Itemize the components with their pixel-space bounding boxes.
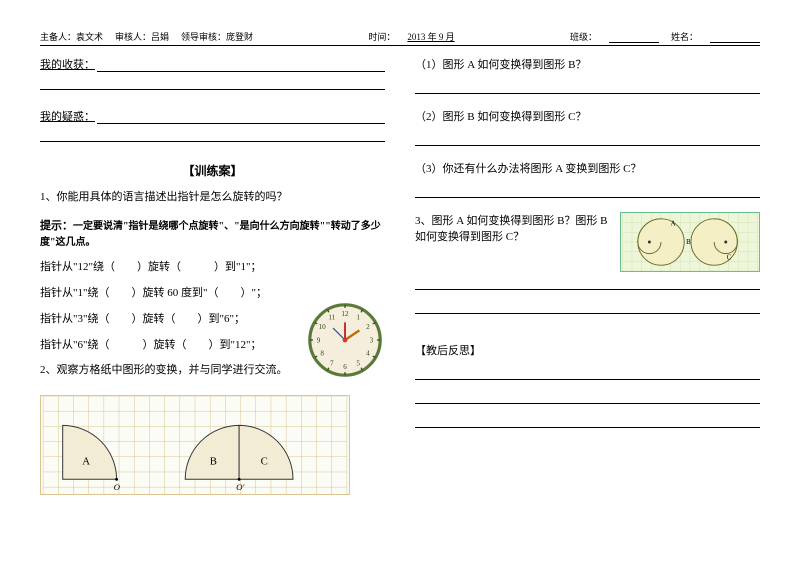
section-title: 【训练案】	[40, 162, 385, 179]
svg-text:B: B	[210, 456, 217, 468]
reflect-input-2[interactable]	[415, 390, 760, 404]
svg-text:5: 5	[356, 359, 360, 367]
right-q3-input[interactable]	[415, 184, 760, 198]
reflect-title: 【教后反思】	[415, 342, 760, 358]
svg-text:C: C	[261, 456, 268, 468]
pointer-line-1: 指针从"12"绕（ ）旋转（ ）到"1"；	[40, 258, 385, 274]
right-q3: （3）你还有什么办法将图形 A 变换到图形 C？	[415, 160, 760, 176]
svg-text:10: 10	[319, 323, 327, 331]
svg-text:O: O	[114, 482, 121, 492]
svg-text:O′: O′	[236, 482, 245, 492]
gain-input[interactable]	[97, 60, 385, 72]
header-time-value: 2013 年 9 月	[407, 30, 454, 43]
gain-input-2[interactable]	[40, 76, 385, 90]
clock-image: 121234567891011	[305, 300, 385, 380]
svg-text:12: 12	[341, 310, 349, 318]
doubt-input[interactable]	[97, 112, 385, 124]
right-q4-input-1[interactable]	[415, 276, 760, 290]
svg-text:7: 7	[330, 359, 334, 367]
svg-text:6: 6	[343, 362, 347, 370]
svg-text:11: 11	[328, 313, 335, 321]
svg-text:3: 3	[370, 336, 374, 344]
pointer-line-2: 指针从"1"绕（ ）旋转 60 度到"（ ）"；	[40, 284, 385, 300]
right-q2-input[interactable]	[415, 132, 760, 146]
svg-text:A: A	[671, 221, 676, 228]
right-q2: （2）图形 B 如何变换得到图形 C？	[415, 108, 760, 124]
svg-text:2: 2	[366, 323, 370, 331]
spiral-image: A B C	[620, 212, 760, 272]
svg-text:4: 4	[366, 349, 370, 357]
svg-text:A: A	[82, 456, 90, 468]
header-prepared: 主备人：袁文术	[40, 30, 103, 43]
svg-text:1: 1	[356, 313, 360, 321]
reflect-input-3[interactable]	[415, 414, 760, 428]
hint: 提示：一定要说清"指针是绕哪个点旋转"、"是向什么方向旋转""转动了多少度"这几…	[40, 217, 385, 248]
svg-text:C: C	[727, 254, 732, 261]
right-q1: （1）图形 A 如何变换得到图形 B？	[415, 56, 760, 72]
header-name-label: 姓名：	[671, 30, 698, 43]
doubt-input-2[interactable]	[40, 128, 385, 142]
right-q4-input-2[interactable]	[415, 300, 760, 314]
grid-shapes-image: A B C O O′	[40, 395, 350, 495]
question-1: 1、你能用具体的语言描述出指针是怎么旋转的吗？	[40, 189, 385, 207]
hint-text: 一定要说清"指针是绕哪个点旋转"、"是向什么方向旋转""转动了多少度"这几点。	[40, 221, 381, 248]
gain-label: 我的收获：	[40, 56, 95, 72]
header-time-label: 时间：	[368, 30, 395, 43]
header-meta: 主备人：袁文术 审核人：吕娟 领导审核：庞登财 时间： 2013 年 9 月 班…	[40, 30, 760, 46]
svg-text:B: B	[686, 239, 691, 246]
header-lead: 领导审核：庞登财	[181, 30, 253, 43]
doubt-label: 我的疑惑：	[40, 108, 95, 124]
header-class-label: 班级：	[570, 30, 597, 43]
right-q1-input[interactable]	[415, 80, 760, 94]
header-reviewed: 审核人：吕娟	[115, 30, 169, 43]
svg-text:9: 9	[317, 336, 321, 344]
reflect-input-1[interactable]	[415, 366, 760, 380]
svg-text:8: 8	[320, 349, 324, 357]
hint-label: 提示：	[40, 220, 73, 232]
